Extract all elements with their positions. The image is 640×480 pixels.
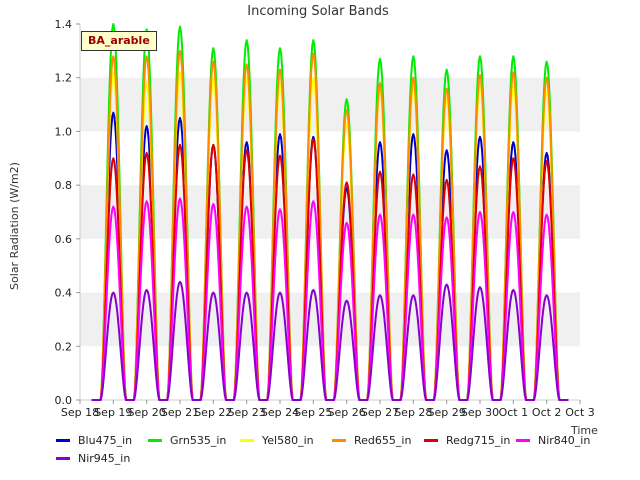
grid-band bbox=[80, 185, 580, 239]
legend-item: Yel580_in bbox=[240, 434, 314, 448]
x-tick-label: Sep 23 bbox=[228, 406, 266, 419]
legend-swatch bbox=[56, 456, 70, 460]
x-tick-label: Oct 3 bbox=[565, 406, 595, 419]
x-tick-label: Sep 25 bbox=[294, 406, 332, 419]
legend-label: Blu475_in bbox=[78, 434, 133, 447]
grid-band bbox=[80, 292, 580, 347]
legend-item: Blu475_in bbox=[56, 434, 132, 448]
y-axis-label: Solar Radiation (W/m2) bbox=[8, 162, 21, 290]
series-lines bbox=[91, 23, 569, 401]
legend-item: Nir840_in bbox=[516, 434, 590, 448]
legend-label: Red655_in bbox=[354, 434, 412, 447]
site-annotation-badge: BA_arable bbox=[81, 31, 157, 51]
x-tick-label: Oct 2 bbox=[532, 406, 562, 419]
legend-label: Nir840_in bbox=[538, 434, 591, 447]
legend-swatch bbox=[424, 438, 438, 442]
x-tick-label: Sep 28 bbox=[394, 406, 432, 419]
y-tick-label: 0.6 bbox=[55, 233, 73, 246]
grid-band bbox=[80, 77, 580, 132]
y-tick-label: 1.0 bbox=[55, 125, 73, 138]
legend-swatch bbox=[148, 438, 162, 442]
x-tick-label: Sep 27 bbox=[361, 406, 399, 419]
legend-item: Red655_in bbox=[332, 434, 411, 448]
x-tick-label: Oct 1 bbox=[499, 406, 529, 419]
legend-swatch bbox=[56, 438, 70, 442]
x-tick-label: Sep 24 bbox=[261, 406, 299, 419]
y-tick-label: 1.2 bbox=[55, 72, 73, 85]
grid-bands bbox=[80, 24, 580, 400]
legend-swatch bbox=[332, 438, 346, 442]
x-tick-label: Sep 29 bbox=[428, 406, 466, 419]
y-tick-label: 0.4 bbox=[55, 287, 73, 300]
x-tick-label: Sep 20 bbox=[128, 406, 166, 419]
y-tick-label: 0.0 bbox=[55, 394, 73, 407]
legend-item: Redg715_in bbox=[424, 434, 510, 448]
y-tick-label: 0.2 bbox=[55, 340, 73, 353]
legend-swatch bbox=[240, 438, 254, 442]
x-axis-label: Time bbox=[570, 424, 598, 437]
legend-label: Yel580_in bbox=[262, 434, 314, 447]
legend-label: Grn535_in bbox=[170, 434, 227, 447]
legend-swatch bbox=[516, 438, 530, 442]
y-tick-label: 0.8 bbox=[55, 179, 73, 192]
x-tick-label: Sep 22 bbox=[194, 406, 232, 419]
legend-item: Grn535_in bbox=[148, 434, 226, 448]
legend-label: Redg715_in bbox=[446, 434, 511, 447]
legend-item: Nir945_in bbox=[56, 452, 130, 466]
x-tick-label: Sep 18 bbox=[61, 406, 99, 419]
chart-title: Incoming Solar Bands bbox=[247, 4, 389, 19]
x-tick-label: Sep 26 bbox=[328, 406, 366, 419]
series-line-nir945-in bbox=[91, 280, 569, 401]
x-tick-label: Sep 30 bbox=[461, 406, 499, 419]
x-tick-label: Sep 19 bbox=[94, 406, 132, 419]
x-tick-label: Sep 21 bbox=[161, 406, 199, 419]
legend-label: Nir945_in bbox=[78, 452, 131, 465]
y-tick-label: 1.4 bbox=[55, 18, 73, 31]
